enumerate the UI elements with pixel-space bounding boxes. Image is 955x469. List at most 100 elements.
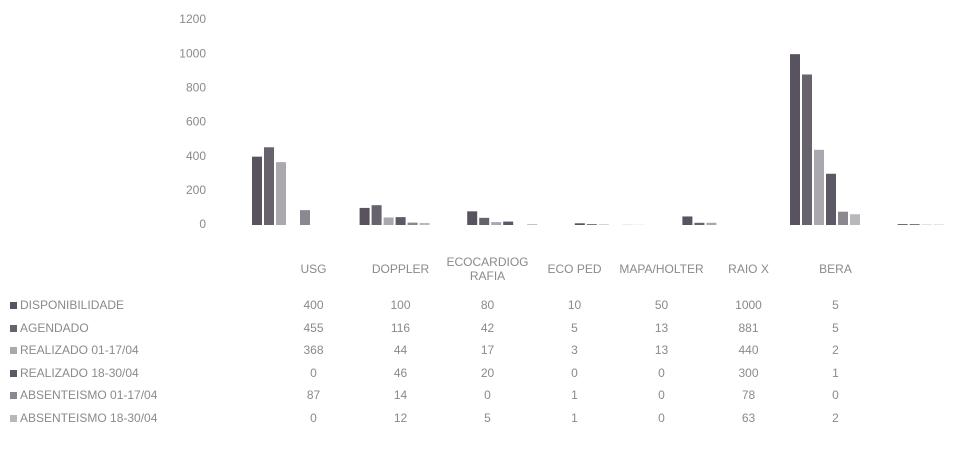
legend-cell: DISPONIBILIDADE <box>0 294 270 317</box>
table-row: AGENDADO 455 116 42 5 13 881 5 <box>0 317 879 340</box>
table-value: 1000 <box>735 298 762 313</box>
bar <box>395 217 406 225</box>
bar <box>850 214 860 225</box>
bar <box>802 74 812 225</box>
table-value: 42 <box>480 320 495 335</box>
legend-key <box>10 324 17 332</box>
bar <box>503 221 514 225</box>
bar <box>276 162 286 225</box>
table-value: 80 <box>480 298 495 313</box>
y-tick-label: 1200 <box>179 12 206 26</box>
category-label: MAPA/HOLTER <box>619 262 704 276</box>
table-header: USG DOPPLER ECOCARDIOGRAFIA ECO PED MAPA/HOL… <box>0 244 879 294</box>
data-table: USG DOPPLER ECOCARDIOGRAFIA ECO PED MAPA/HOL… <box>0 244 879 429</box>
legend-cell: ABSENTEISMO 01-17/04 <box>0 384 270 407</box>
legend-label: ABSENTEISMO 18-30/04 <box>20 410 158 425</box>
bar <box>706 222 717 225</box>
bar <box>814 149 824 225</box>
legend-label: REALIZADO 18-30/04 <box>20 365 139 380</box>
table-value: 13 <box>654 343 669 358</box>
legend-label: ABSENTEISMO 01-17/04 <box>20 388 158 403</box>
bar <box>479 217 490 225</box>
table-value: 440 <box>738 343 759 358</box>
category-label: ECOCARDIOGRAFIA <box>446 255 529 283</box>
bar <box>694 222 705 225</box>
legend-key <box>10 392 17 400</box>
legend-cell: AGENDADO <box>0 317 270 340</box>
bar <box>897 224 908 225</box>
table-value: 1 <box>832 365 839 380</box>
table-value: 5 <box>832 320 839 335</box>
bar <box>467 211 478 225</box>
bar <box>419 222 430 225</box>
table-value: 1 <box>571 388 578 403</box>
table-value: 12 <box>393 410 408 425</box>
bar <box>491 222 502 225</box>
table-value: 0 <box>658 388 665 403</box>
bar <box>527 224 538 225</box>
table-row: REALIZADO 18-30/04 0 46 20 0 0 300 1 <box>0 362 879 385</box>
table-value: 17 <box>480 343 495 358</box>
bar <box>838 211 848 225</box>
legend-key <box>10 369 17 377</box>
y-tick-label: 1000 <box>179 46 206 60</box>
category-label: BERA <box>819 262 852 276</box>
table-value: 87 <box>306 388 321 403</box>
y-tick-label: 200 <box>186 183 206 197</box>
table-value: 455 <box>303 320 324 335</box>
table-value: 14 <box>393 388 408 403</box>
y-tick-label: 400 <box>186 149 206 163</box>
table-value: 2 <box>832 410 839 425</box>
y-tick-label: 800 <box>186 81 206 95</box>
table-value: 44 <box>393 343 408 358</box>
table-value: 46 <box>393 365 408 380</box>
table-value: 2 <box>832 343 839 358</box>
table-value: 0 <box>571 365 578 380</box>
bar <box>574 223 585 225</box>
legend-label: DISPONIBILIDADE <box>20 298 125 313</box>
table-value: 20 <box>480 365 495 380</box>
bar <box>407 222 418 225</box>
table-value: 881 <box>738 320 759 335</box>
y-tick-label: 600 <box>186 115 206 129</box>
table-value: 1 <box>571 410 578 425</box>
legend-cell: ABSENTEISMO 18-30/04 <box>0 407 270 430</box>
table-value: 13 <box>654 320 669 335</box>
table-row: DISPONIBILIDADE 400 100 80 10 50 1000 5 <box>0 294 879 317</box>
table-value: 3 <box>571 343 578 358</box>
table-value: 78 <box>741 388 756 403</box>
bar <box>359 207 370 225</box>
y-tick-label: 0 <box>199 217 206 231</box>
bar <box>790 54 800 225</box>
bar <box>300 210 310 225</box>
table-value: 50 <box>654 298 669 313</box>
table-value: 100 <box>390 298 411 313</box>
table-value: 0 <box>658 410 665 425</box>
table-value: 0 <box>832 388 839 403</box>
legend-cell: REALIZADO 18-30/04 <box>0 362 270 385</box>
legend-cell: REALIZADO 01-17/04 <box>0 339 270 362</box>
legend-key <box>10 302 17 310</box>
table-value: 300 <box>738 365 759 380</box>
category-label: DOPPLER <box>371 262 430 276</box>
table-value: 10 <box>567 298 582 313</box>
table-value: 0 <box>310 365 317 380</box>
table-value: 116 <box>390 320 411 335</box>
table-value: 5 <box>571 320 578 335</box>
table-value: 0 <box>484 388 491 403</box>
bar <box>682 216 693 225</box>
bar <box>909 224 920 225</box>
table-value: 368 <box>303 343 324 358</box>
table-value: 0 <box>658 365 665 380</box>
table-row: ABSENTEISMO 01-17/04 87 14 0 1 0 78 0 <box>0 384 879 407</box>
legend-key <box>10 414 17 422</box>
table-value: 400 <box>303 298 324 313</box>
bar <box>371 205 382 225</box>
bar <box>826 173 836 225</box>
category-label: RAIO X <box>728 262 769 276</box>
table-value: 63 <box>741 410 756 425</box>
corner <box>0 244 270 294</box>
bar <box>598 224 609 225</box>
category-label: USG <box>300 262 327 276</box>
